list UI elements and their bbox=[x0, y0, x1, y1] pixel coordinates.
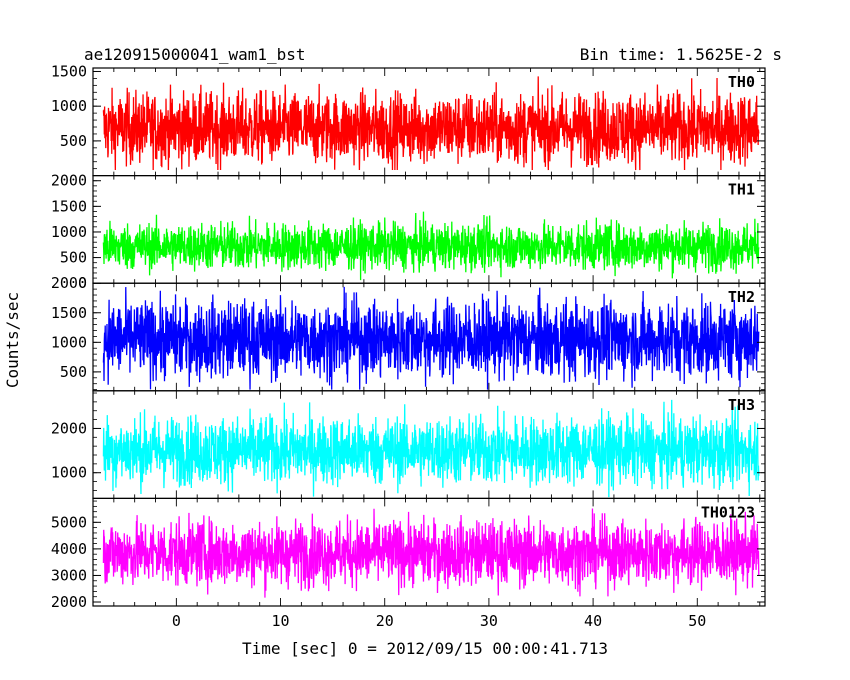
chart-title: ae120915000041_wam1_bst bbox=[84, 45, 306, 64]
y-tick-label: 2000 bbox=[51, 419, 87, 437]
panel-frame bbox=[92, 497, 766, 607]
y-tick-label: 1000 bbox=[51, 97, 87, 115]
panel-th2: 500 1000 1500 2000 TH2 bbox=[51, 274, 766, 392]
x-tick-label: 10 bbox=[272, 612, 290, 630]
y-tick-label: 1500 bbox=[51, 197, 87, 215]
panel-label: TH0 bbox=[728, 73, 755, 91]
y-tick-label: 4000 bbox=[51, 540, 87, 558]
bin-time-label: Bin time: 1.5625E-2 s bbox=[580, 45, 782, 64]
panel-th0: 500 1000 1500 TH0 bbox=[51, 62, 766, 177]
panel-th0123: 2000 3000 4000 5000 TH0123 bbox=[51, 497, 766, 611]
x-tick-label: 50 bbox=[688, 612, 706, 630]
y-tick-label: 500 bbox=[60, 132, 87, 150]
y-tick-label: 0 bbox=[78, 274, 87, 292]
panel-label: TH0123 bbox=[701, 503, 755, 521]
y-tick-label: 1000 bbox=[51, 223, 87, 241]
x-tick-label: 40 bbox=[584, 612, 602, 630]
x-tick-label: 0 bbox=[172, 612, 181, 630]
panel-label: TH2 bbox=[728, 288, 755, 306]
y-tick-label: 3000 bbox=[51, 566, 87, 584]
series-line-th0123 bbox=[102, 508, 760, 598]
y-tick-label: 2000 bbox=[51, 172, 87, 190]
y-tick-label: 500 bbox=[60, 363, 87, 381]
y-tick-label: 1000 bbox=[51, 464, 87, 482]
x-tick-label: 20 bbox=[376, 612, 394, 630]
y-tick-label: 1500 bbox=[51, 304, 87, 322]
y-tick-label: 1000 bbox=[51, 333, 87, 351]
y-axis-label: Counts/sec bbox=[3, 292, 22, 388]
y-tick-label: 500 bbox=[60, 249, 87, 267]
series-line-th1 bbox=[102, 211, 760, 281]
panel-label: TH3 bbox=[728, 396, 755, 414]
series-line-th0 bbox=[102, 76, 760, 171]
series-line-th2 bbox=[102, 286, 760, 390]
panel-frame bbox=[92, 175, 766, 284]
panel-th3: 1000 2000 TH3 bbox=[51, 390, 766, 499]
series-line-th3 bbox=[102, 399, 760, 498]
y-tick-label: 5000 bbox=[51, 513, 87, 531]
y-tick-label: 2000 bbox=[51, 593, 87, 611]
y-tick-label: 1500 bbox=[51, 62, 87, 80]
x-tick-label: 30 bbox=[480, 612, 498, 630]
y-tick-label: 2000 bbox=[51, 274, 87, 292]
panel-label: TH1 bbox=[728, 181, 755, 199]
panel-th1: 0 500 1000 1500 2000 TH1 bbox=[51, 172, 766, 292]
x-axis-label: Time [sec] 0 = 2012/09/15 00:00:41.713 bbox=[242, 639, 608, 658]
